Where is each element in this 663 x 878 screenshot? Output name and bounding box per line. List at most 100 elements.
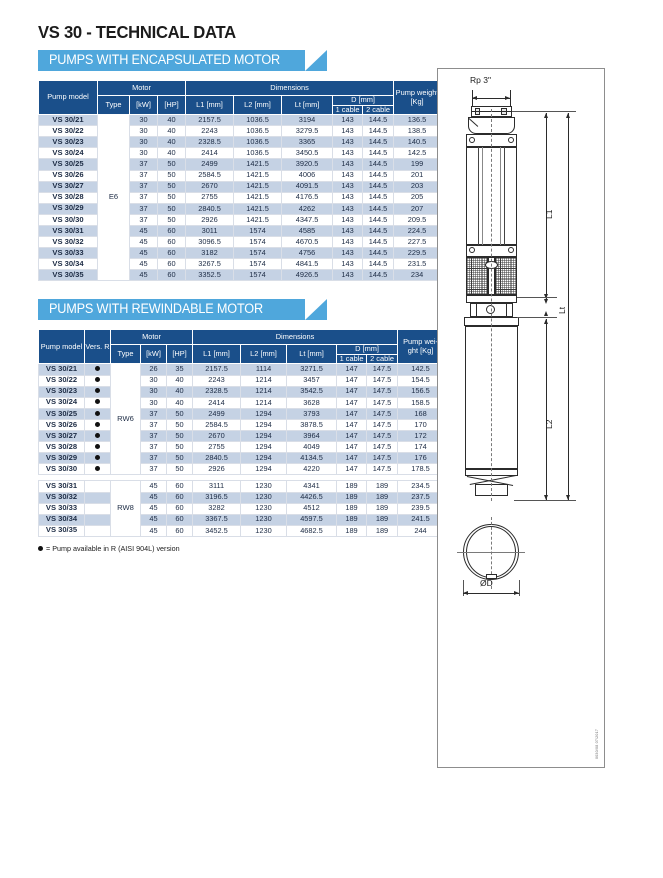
cell-vers-r bbox=[84, 374, 111, 387]
th2-l2: L2 [mm] bbox=[240, 344, 288, 365]
cell-d-1-cable: 147 bbox=[336, 374, 368, 387]
diameter-arrow-left-icon bbox=[463, 590, 468, 595]
cell-d-2-cable: 144.5 bbox=[362, 125, 395, 138]
cell-hp: 50 bbox=[165, 418, 194, 432]
l1-dim-line bbox=[546, 113, 547, 299]
cell-pump-model: VS 30/21 bbox=[38, 114, 98, 127]
page-title: VS 30 - TECHNICAL DATA bbox=[38, 22, 236, 42]
cell-pump-model: VS 30/21 bbox=[38, 363, 85, 376]
cell-hp: 60 bbox=[156, 224, 187, 238]
thread-arrow-right-icon bbox=[505, 95, 510, 100]
th-d-group: D [mm] bbox=[332, 95, 395, 106]
cross-section-vertical-axis bbox=[491, 517, 492, 589]
cell-d-2-cable: 189 bbox=[366, 513, 398, 526]
l1-arrow-top-icon bbox=[543, 113, 548, 118]
cell-d-2-cable: 144.5 bbox=[362, 202, 395, 215]
vers-r-dot-icon bbox=[95, 399, 100, 405]
th2-type: Type bbox=[110, 344, 141, 365]
cell-pump-model: VS 30/26 bbox=[38, 418, 85, 432]
cell-hp: 50 bbox=[156, 169, 187, 182]
th-type: Type bbox=[97, 94, 130, 116]
cell-pump-model: VS 30/25 bbox=[38, 158, 98, 171]
lt-dimension-label: Lt bbox=[557, 306, 567, 314]
cell-vers-r bbox=[84, 385, 111, 398]
cell-l1: 2414 bbox=[192, 396, 242, 409]
cell-lt: 4091.5 bbox=[281, 180, 334, 193]
cell-hp: 40 bbox=[156, 136, 187, 149]
table-row: VS 30/25 37 50 2499 1294 3793 147 147.5 168 bbox=[38, 407, 445, 420]
vers-r-dot-icon bbox=[95, 465, 100, 471]
th-l1: L1 [mm] bbox=[185, 94, 235, 116]
bottom-ext-line bbox=[514, 500, 576, 501]
cell-vers-r bbox=[84, 407, 111, 420]
cell-d-2-cable: 147.5 bbox=[366, 363, 399, 376]
l2-dimension-label: L2 bbox=[544, 419, 554, 429]
cell-hp: 50 bbox=[156, 191, 187, 204]
cell-d-1-cable: 143 bbox=[332, 191, 364, 204]
cell-motor-type: E6 bbox=[97, 114, 130, 282]
cell-weight: 142.5 bbox=[393, 147, 442, 160]
cell-hp: 50 bbox=[156, 213, 187, 226]
cell-l2: 1036.5 bbox=[233, 125, 283, 138]
footnote-text: = Pump available in R (AISI 904L) versio… bbox=[46, 543, 180, 553]
cell-pump-model: VS 30/34 bbox=[38, 513, 85, 526]
cell-l2: 1114 bbox=[240, 363, 288, 376]
cell-lt: 4341 bbox=[286, 480, 337, 493]
table-encapsulated-body: VS 30/21 E6 30 40 2157.5 1036.5 3194 143 144.5 13… bbox=[38, 114, 442, 282]
cell-hp: 35 bbox=[165, 363, 194, 376]
vers-r-dot-icon bbox=[95, 388, 100, 394]
cell-lt: 3878.5 bbox=[286, 418, 338, 432]
cell-d-2-cable: 144.5 bbox=[362, 269, 395, 282]
cell-hp: 60 bbox=[166, 502, 193, 515]
cell-l1: 2755 bbox=[192, 441, 242, 454]
cell-pump-model: VS 30/32 bbox=[38, 491, 85, 504]
table-row: VS 30/28 37 50 2755 1294 4049 147 147.5 174 bbox=[38, 441, 445, 454]
cell-lt: 3271.5 bbox=[286, 363, 338, 376]
bolt-hole-top-right-icon bbox=[508, 137, 514, 143]
table-rewindable-body-rw6: VS 30/21 RW6 26 35 2157.5 1114 3271.5 147 147.5 1… bbox=[38, 363, 445, 476]
cell-vers-r bbox=[84, 418, 111, 432]
vers-r-dot-icon bbox=[95, 432, 100, 438]
cell-hp: 40 bbox=[156, 147, 187, 160]
cell-weight: 201 bbox=[393, 169, 442, 182]
cell-weight: 178.5 bbox=[397, 463, 445, 476]
th2-hp: [HP] bbox=[165, 344, 194, 365]
stack-inner-line-left bbox=[478, 147, 479, 245]
intake-screen-right bbox=[495, 257, 517, 295]
thread-arrow-left-icon bbox=[472, 95, 477, 100]
cell-d-1-cable: 147 bbox=[336, 430, 368, 443]
cell-d-2-cable: 144.5 bbox=[362, 247, 395, 260]
cell-pump-model: VS 30/22 bbox=[38, 125, 98, 138]
table-rewindable-body-rw8: VS 30/31 RW8 45 60 3111 1230 4341 189 189 234.5 VS… bbox=[38, 480, 444, 537]
cell-weight: 229.5 bbox=[393, 247, 442, 260]
diameter-arrow-right-icon bbox=[514, 590, 519, 595]
cell-l1: 3111 bbox=[192, 480, 241, 493]
cell-lt: 3365 bbox=[281, 136, 334, 149]
diameter-label: ØD bbox=[480, 578, 493, 588]
cell-l2: 1574 bbox=[233, 269, 283, 282]
cell-d-1-cable: 143 bbox=[332, 213, 364, 226]
cell-l2: 1214 bbox=[240, 396, 288, 409]
cell-l1: 2243 bbox=[192, 374, 242, 387]
cell-l1: 3096.5 bbox=[185, 236, 235, 249]
cable-guard-notch bbox=[486, 574, 497, 579]
lt-arrow-top-icon bbox=[565, 113, 570, 118]
coupling-bolt-icon bbox=[486, 305, 495, 314]
cell-weight: 199 bbox=[393, 158, 442, 171]
cell-d-1-cable: 189 bbox=[336, 513, 367, 526]
cell-l2: 1036.5 bbox=[233, 114, 283, 127]
header-row-1: Pump model Motor Dimensions Pump weight … bbox=[38, 79, 442, 116]
cell-pump-model: VS 30/23 bbox=[38, 385, 85, 398]
th-dimensions-group: Dimensions bbox=[185, 80, 395, 96]
cell-d-2-cable: 147.5 bbox=[366, 441, 399, 454]
cell-pump-model: VS 30/30 bbox=[38, 213, 98, 226]
cell-l2: 1421.5 bbox=[233, 202, 283, 215]
cell-d-2-cable: 147.5 bbox=[366, 396, 399, 409]
cell-weight: 234 bbox=[393, 269, 442, 282]
section-banner-rewindable-label: PUMPS WITH REWINDABLE MOTOR bbox=[49, 301, 263, 317]
lt-ext-line-upper bbox=[517, 297, 557, 298]
cell-weight: 207 bbox=[393, 202, 442, 215]
cell-d-2-cable: 144.5 bbox=[362, 114, 395, 127]
vers-r-dot-icon bbox=[95, 421, 100, 427]
